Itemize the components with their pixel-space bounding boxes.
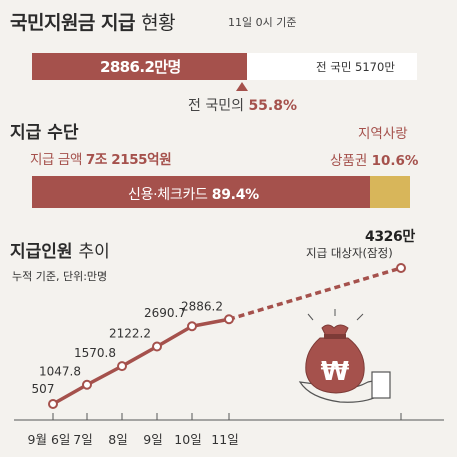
title-bold: 국민지원금 지급 <box>10 12 135 34</box>
trend-note: 누적 기준, 단위:만명 <box>12 270 108 283</box>
payment-amount: 지급 금액 7조 2155억원 <box>30 148 172 168</box>
data-point <box>187 321 197 332</box>
data-label: 2886.2 <box>181 299 223 313</box>
trend-heading-light: 추이 <box>78 242 110 262</box>
local-gift-label-line1: 지역사랑 <box>358 126 408 142</box>
share-pointer-icon <box>236 82 248 91</box>
total-population-label: 전 국민 5170만 <box>316 60 395 74</box>
data-label: 1570.8 <box>74 346 116 360</box>
target-label: 지급 대상자(잠정) <box>306 246 393 260</box>
data-label: 2690.7 <box>144 306 186 320</box>
credit-card-segment <box>32 176 370 208</box>
share-prefix: 전 국민의 <box>188 98 244 114</box>
data-point <box>224 314 234 325</box>
credit-card-label: 신용·체크카드 89.4% <box>128 184 259 204</box>
sleeve-cuff <box>371 371 391 399</box>
paid-people-bar <box>32 53 417 80</box>
data-point <box>48 399 58 409</box>
x-tick-label: 11일 <box>211 432 238 447</box>
local-gift-label-line2: 상품권 10.6% <box>330 149 418 169</box>
money-bag-illustration: ₩ <box>298 309 391 403</box>
local-gift-value: 10.6% <box>371 153 419 169</box>
trend-heading-bold: 지급인원 <box>10 242 73 262</box>
amount-prefix: 지급 금액 <box>30 152 82 168</box>
x-tick-label: 9일 <box>143 432 162 447</box>
share-value: 55.8% <box>248 98 298 114</box>
share-label: 전 국민의 55.8% <box>188 95 297 115</box>
target-value: 4326만 <box>365 229 415 245</box>
page-title: 국민지원금 지급 현황 <box>10 8 176 35</box>
local-gift-segment <box>369 176 410 208</box>
local-gift-label: 상품권 <box>330 153 368 169</box>
paid-people-value: 2886.2만명 <box>100 58 181 76</box>
paid-people-bar-fill <box>32 53 247 80</box>
credit-value: 89.4% <box>211 187 259 203</box>
data-label: 2122.2 <box>109 326 151 340</box>
series-line <box>52 317 230 406</box>
data-label: 507 <box>32 382 55 396</box>
credit-label: 신용·체크카드 <box>128 187 208 203</box>
data-label: 1047.8 <box>39 365 81 379</box>
amount-value: 7조 2155억원 <box>85 152 172 168</box>
trend-heading: 지급인원 추이 <box>10 237 110 262</box>
data-point <box>82 379 92 390</box>
data-point <box>396 263 406 273</box>
x-tick-label: 7일 <box>73 432 92 447</box>
data-point <box>117 361 127 372</box>
won-icon: ₩ <box>321 357 350 387</box>
projection-line <box>228 266 402 321</box>
payment-method-heading: 지급 수단 <box>10 123 79 143</box>
x-tick-label: 10일 <box>174 432 201 447</box>
data-point <box>152 341 162 352</box>
payment-method-bar <box>32 176 410 208</box>
x-tick-label: 9월 6일 <box>28 432 71 447</box>
title-light: 현황 <box>141 12 176 34</box>
reference-date: 11일 0시 기준 <box>228 16 297 29</box>
x-tick-label: 8일 <box>108 432 127 447</box>
